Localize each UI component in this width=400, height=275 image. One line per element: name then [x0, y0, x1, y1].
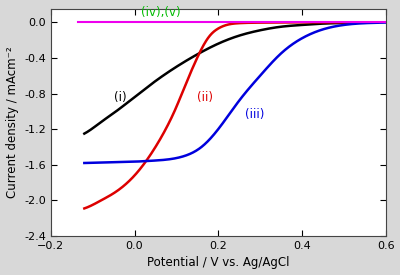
- X-axis label: Potential / V vs. Ag/AgCl: Potential / V vs. Ag/AgCl: [147, 257, 290, 269]
- Text: (iv),(v): (iv),(v): [141, 6, 180, 19]
- Text: (ii): (ii): [197, 91, 213, 104]
- Y-axis label: Current density / mAcm⁻²: Current density / mAcm⁻²: [6, 47, 18, 198]
- Text: (i): (i): [114, 91, 126, 104]
- Text: (iii): (iii): [246, 108, 265, 122]
